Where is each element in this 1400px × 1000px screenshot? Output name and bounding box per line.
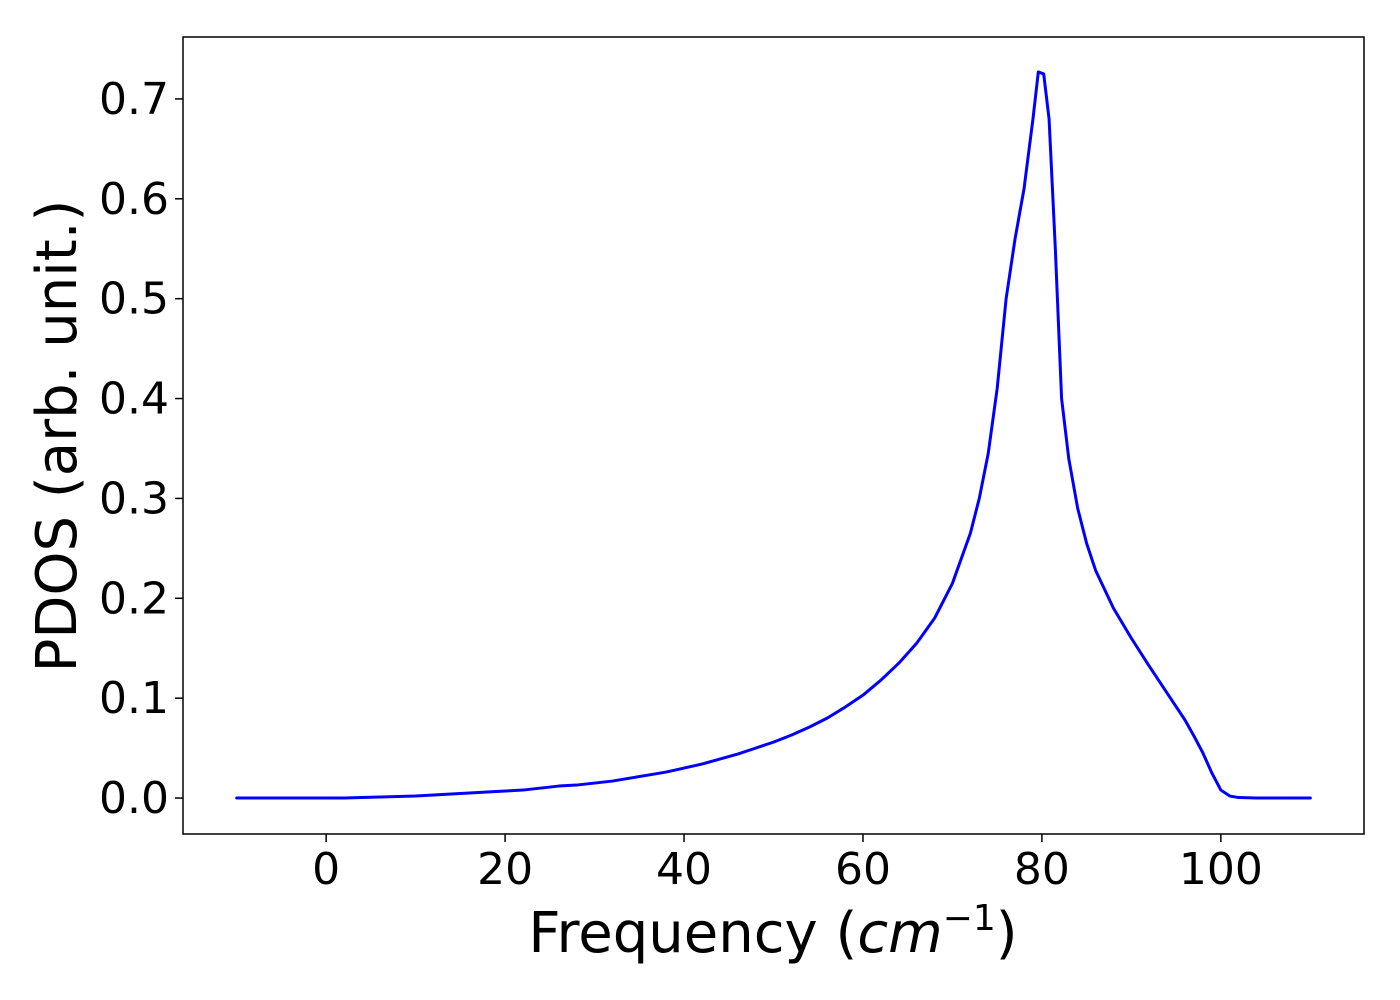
x-tick-label: 40	[656, 844, 712, 895]
y-tick-label: 0.1	[99, 673, 169, 724]
x-tick-label: 20	[477, 844, 533, 895]
y-tick-label: 0.4	[99, 374, 169, 425]
y-tick-label: 0.3	[99, 473, 169, 524]
series-line	[235, 70, 1312, 800]
plot-frame	[182, 36, 1365, 835]
y-axis-ticks: 0.0 0.1 0.2 0.3 0.4 0.5 0.6 0.7	[99, 74, 183, 824]
x-tick-label: 80	[1014, 844, 1070, 895]
y-tick-label: 0.5	[99, 274, 169, 325]
x-axis-label: Frequency (cm−1)	[528, 898, 1017, 966]
x-tick-label: 0	[312, 844, 340, 895]
x-tick-label: 60	[835, 844, 891, 895]
y-tick-label: 0.6	[99, 174, 169, 225]
series-group	[235, 70, 1312, 800]
x-tick-label: 100	[1179, 844, 1263, 895]
y-axis-label: PDOS (arb. unit.)	[25, 200, 90, 673]
x-axis-label-exponent: −1	[943, 898, 996, 939]
y-tick-label: 0.7	[99, 74, 169, 125]
y-tick-label: 0.0	[99, 773, 169, 824]
x-axis-label-unit: cm	[857, 901, 942, 966]
x-axis-ticks: 0 20 40 60 80 100	[312, 834, 1263, 895]
x-axis-label-close: )	[996, 901, 1018, 966]
x-axis-label-main: Frequency (	[528, 901, 857, 966]
y-tick-label: 0.2	[99, 573, 169, 624]
